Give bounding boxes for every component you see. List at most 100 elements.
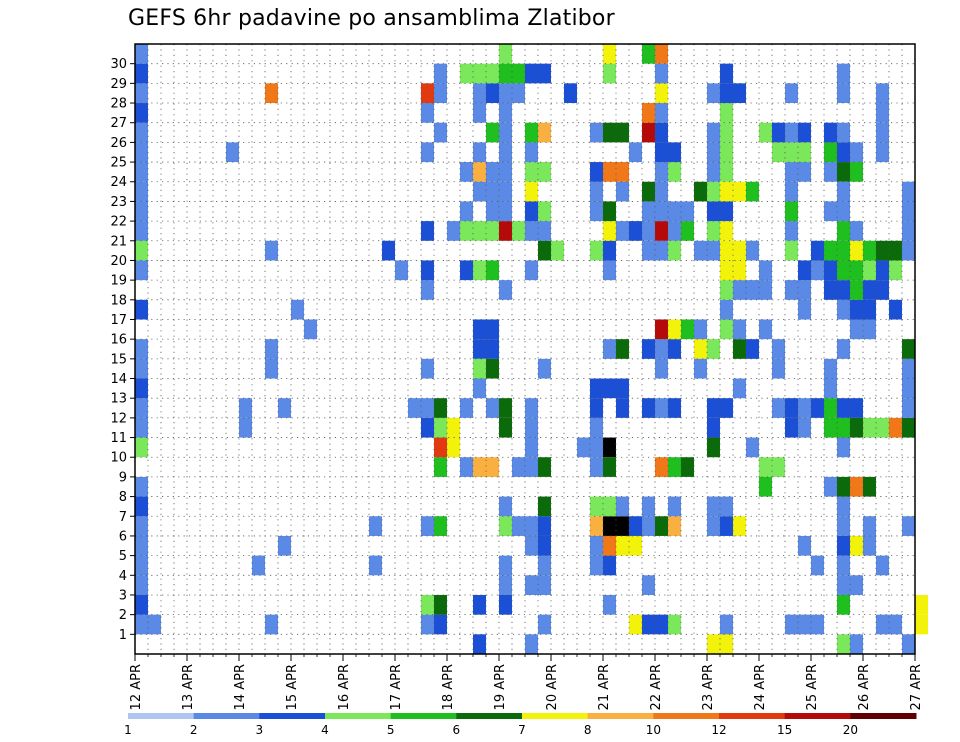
heatmap-cell [525,162,538,182]
heatmap-cell [655,457,668,477]
heatmap-cell [525,201,538,222]
heatmap-cell [525,260,538,281]
heatmap-cell [876,240,889,261]
y-tick-label: 20 [110,254,127,269]
grid-lines [134,44,916,654]
x-tick-label: 14 APR [233,664,248,710]
heatmap-cell [421,417,434,438]
heatmap-cell [668,162,681,182]
heatmap-cell [525,516,538,536]
heatmap-cell [902,221,915,241]
heatmap-cell [824,142,837,163]
heatmap-cell [707,496,720,517]
heatmap-cell [733,280,746,300]
heatmap-cell [746,280,759,300]
heatmap-cell [694,339,707,359]
heatmap-cell [590,457,603,477]
heatmap-cell [538,122,551,143]
heatmap-cell [655,44,668,64]
heatmap-cell [668,339,681,359]
heatmap-cell [707,398,720,418]
heatmap-cell [603,555,616,576]
x-tick-label: 15 APR [285,664,300,710]
heatmap-cell [616,535,629,556]
heatmap-cell [590,201,603,222]
heatmap-cell [421,614,434,635]
heatmap-cell [850,240,863,261]
heatmap-cell [798,162,811,182]
heatmap-cell [434,437,447,458]
heatmap-cell [629,221,642,241]
heatmap-cell [759,457,772,477]
heatmap-cell [785,240,798,261]
heatmap-cell [460,398,473,418]
heatmap-cell [837,417,850,438]
y-tick-label: 15 [110,352,127,367]
heatmap-cell [486,162,499,182]
heatmap-cell [538,201,551,222]
heatmap-cell [499,103,512,123]
heatmap-cell [902,339,915,359]
heatmap-cell [486,398,499,418]
heatmap-cell [850,417,863,438]
chart-title: GEFS 6hr padavine po ansamblima Zlatibor [128,6,615,31]
y-tick-label: 22 [110,215,127,230]
heatmap-cell [473,260,486,281]
heatmap-cell [421,83,434,104]
heatmap-cell [473,181,486,202]
legend-swatch [456,713,523,719]
heatmap-cell [785,142,798,163]
y-tick-label: 28 [110,97,127,112]
y-tick-label: 24 [110,175,127,190]
x-tick-label: 26 APR [857,664,872,710]
heatmap-cell [733,378,746,399]
heatmap-cell [603,516,616,536]
heatmap-cell [603,240,616,261]
heatmap-cell [694,358,707,379]
heatmap-cell [837,181,850,202]
heatmap-cell [759,319,772,340]
heatmap-cell [850,319,863,340]
heatmap-cell [720,260,733,281]
heatmap-cell [824,398,837,418]
heatmap-cell [434,417,447,438]
heatmap-cell [603,162,616,182]
heatmap-cell [863,280,876,300]
heatmap-cell [382,240,395,261]
heatmap-cell [655,516,668,536]
heatmap-cell [473,63,486,84]
heatmap-cell [512,221,525,241]
heatmap-cell [915,614,928,635]
y-tick-label: 12 [110,411,127,426]
heatmap-cell [642,181,655,202]
heatmap-cell [655,103,668,123]
heatmap-cell [720,142,733,163]
heatmap-cell [876,122,889,143]
heatmap-cell [837,162,850,182]
heatmap-cell [837,339,850,359]
heatmap-cell [486,122,499,143]
heatmap-cell [733,260,746,281]
heatmap-cell [460,457,473,477]
heatmap-cell [655,339,668,359]
heatmap-cell [135,339,148,359]
heatmap-cell [798,614,811,635]
heatmap-cell [642,122,655,143]
heatmap-cell [304,319,317,340]
heatmap-cell [447,437,460,458]
heatmap-cell [135,594,148,615]
heatmap-cell [785,614,798,635]
heatmap-cell [733,516,746,536]
heatmap-cell [720,122,733,143]
heatmap-cell [642,103,655,123]
heatmap-cell [668,614,681,635]
heatmap-cell [135,44,148,64]
heatmap-cell [837,83,850,104]
heatmap-cell [707,142,720,163]
heatmap-cell [720,162,733,182]
heatmap-cell [421,358,434,379]
heatmap-cell [876,614,889,635]
y-tick-label: 13 [110,392,127,407]
heatmap-cell [655,83,668,104]
y-tick-label: 8 [119,490,127,505]
